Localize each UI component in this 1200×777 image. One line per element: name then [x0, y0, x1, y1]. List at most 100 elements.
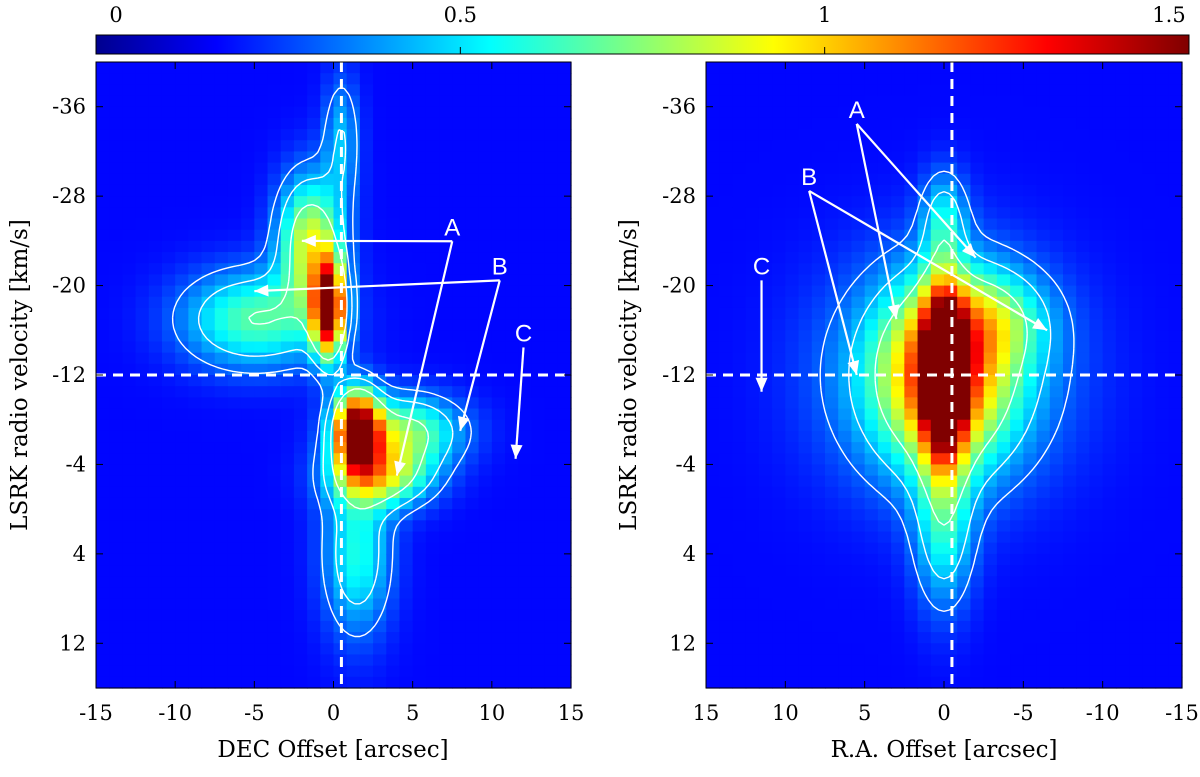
heatmap-cell: [904, 173, 919, 186]
heatmap-cell: [877, 285, 892, 298]
heatmap-cell: [293, 296, 308, 309]
heatmap-cell: [214, 509, 229, 521]
heatmap-cell: [930, 285, 945, 298]
heatmap-cell: [412, 419, 427, 432]
heatmap-cell: [1129, 352, 1143, 365]
heatmap-cell: [161, 285, 176, 298]
heatmap-cell: [531, 307, 546, 320]
heatmap-cell: [732, 162, 747, 175]
heatmap-cell: [109, 62, 123, 74]
heatmap-cell: [518, 95, 533, 108]
heatmap-cell: [706, 95, 720, 108]
heatmap-cell: [1155, 229, 1170, 242]
heatmap-cell: [811, 430, 826, 443]
heatmap-cell: [996, 665, 1011, 678]
heatmap-cell: [1063, 62, 1077, 74]
heatmap-cell: [280, 307, 295, 320]
heatmap-cell: [996, 676, 1011, 689]
heatmap-cell: [188, 442, 203, 454]
heatmap-cell: [891, 296, 905, 309]
heatmap-cell: [811, 576, 826, 588]
heatmap-cell: [373, 408, 387, 421]
heatmap-cell: [838, 620, 853, 633]
heatmap-cell: [109, 196, 123, 208]
heatmap-cell: [254, 397, 269, 410]
heatmap-cell: [254, 352, 269, 365]
heatmap-cell: [706, 676, 720, 689]
heatmap-cell: [201, 84, 216, 97]
heatmap-cell: [346, 218, 361, 231]
heatmap-cell: [452, 520, 467, 533]
heatmap-cell: [996, 274, 1011, 287]
heatmap-cell: [1102, 430, 1117, 443]
heatmap-cell: [1049, 665, 1064, 678]
heatmap-cell: [745, 553, 760, 566]
heatmap-cell: [307, 240, 321, 253]
heatmap-cell: [439, 95, 453, 108]
heatmap-cell: [1115, 341, 1130, 354]
heatmap-cell: [1036, 162, 1051, 175]
heatmap-cell: [1063, 117, 1077, 130]
heatmap-cell: [745, 475, 760, 488]
heatmap-cell: [188, 173, 203, 186]
heatmap-cell: [122, 565, 137, 577]
heatmap-cell: [399, 240, 414, 253]
heatmap-cell: [307, 486, 321, 499]
heatmap-cell: [904, 263, 919, 275]
heatmap-cell: [957, 565, 972, 577]
heatmap-cell: [161, 497, 176, 510]
heatmap-cell: [386, 486, 401, 499]
heatmap-cell: [254, 274, 269, 287]
heatmap-cell: [544, 643, 559, 656]
heatmap-cell: [267, 676, 282, 689]
heatmap-cell: [798, 341, 813, 354]
heatmap-cell: [706, 520, 720, 533]
heatmap-cell: [293, 252, 308, 264]
heatmap-cell: [1076, 218, 1091, 231]
heatmap-cell: [544, 95, 559, 108]
heatmap-cell: [254, 486, 269, 499]
heatmap-cell: [478, 140, 493, 153]
heatmap-cell: [864, 475, 879, 488]
heatmap-cell: [254, 151, 269, 164]
heatmap-cell: [531, 397, 546, 410]
heatmap-cell: [425, 654, 440, 667]
heatmap-cell: [531, 576, 546, 588]
heatmap-cell: [1049, 576, 1064, 588]
heatmap-cell: [1089, 307, 1104, 320]
heatmap-cell: [1063, 140, 1077, 153]
heatmap-cell: [1129, 565, 1143, 577]
heatmap-cell: [758, 486, 773, 499]
heatmap-cell: [452, 173, 467, 186]
heatmap-cell: [1063, 106, 1077, 119]
heatmap-cell: [706, 553, 720, 566]
heatmap-cell: [983, 475, 998, 488]
heatmap-cell: [214, 520, 229, 533]
heatmap-cell: [1063, 330, 1077, 343]
heatmap-cell: [439, 274, 453, 287]
heatmap-cell: [1036, 274, 1051, 287]
heatmap-cell: [877, 184, 892, 197]
heatmap-cell: [1076, 73, 1091, 85]
heatmap-cell: [452, 609, 467, 622]
heatmap-cell: [1036, 307, 1051, 320]
heatmap-cell: [175, 654, 189, 667]
heatmap-cell: [719, 408, 734, 421]
heatmap-cell: [122, 632, 137, 644]
heatmap-cell: [518, 62, 533, 74]
heatmap-cell: [758, 520, 773, 533]
heatmap-cell: [505, 218, 519, 231]
heatmap-cell: [904, 598, 919, 611]
heatmap-cell: [1129, 140, 1143, 153]
heatmap-cell: [851, 296, 866, 309]
x-tick-label: 0: [327, 701, 340, 725]
heatmap-cell: [531, 252, 546, 264]
heatmap-cell: [280, 84, 295, 97]
heatmap-cell: [917, 151, 932, 164]
heatmap-cell: [798, 319, 813, 331]
heatmap-cell: [544, 565, 559, 577]
heatmap-cell: [557, 218, 572, 231]
heatmap-cell: [386, 475, 401, 488]
heatmap-cell: [399, 520, 414, 533]
